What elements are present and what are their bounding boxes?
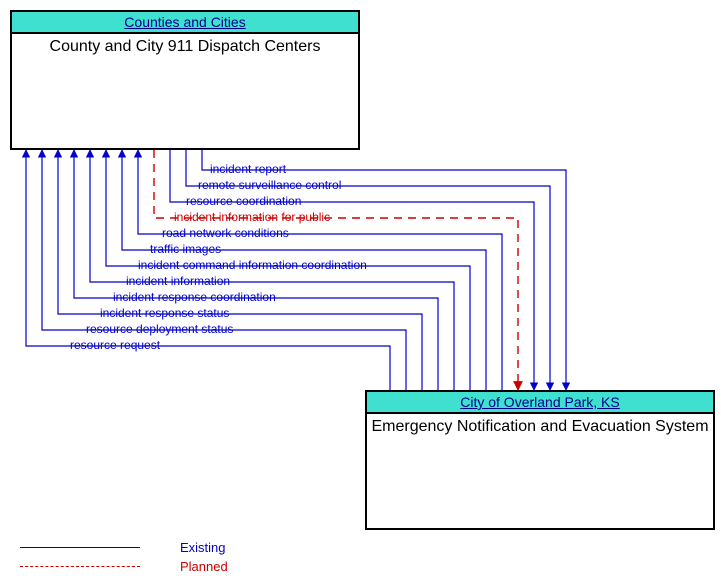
entity-top: Counties and Cities County and City 911 … <box>10 10 360 150</box>
legend-row: Existing <box>20 540 228 555</box>
architecture-diagram: Counties and Cities County and City 911 … <box>0 0 721 583</box>
flow-label: resource deployment status <box>86 322 233 336</box>
flow-label: remote surveillance control <box>198 178 341 192</box>
flow-label: incident information for public <box>174 210 330 224</box>
flow-label: incident response status <box>100 306 229 320</box>
flow-label: resource coordination <box>186 194 301 208</box>
flow-label: incident command information coordinatio… <box>138 258 367 272</box>
flow-label: incident information <box>126 274 230 288</box>
flow-label: road network conditions <box>162 226 289 240</box>
entity-top-body: County and City 911 Dispatch Centers <box>12 34 358 60</box>
legend: Existing Planned <box>20 540 228 578</box>
legend-line <box>20 547 140 548</box>
flow-label: traffic images <box>150 242 221 256</box>
legend-line <box>20 566 140 567</box>
legend-row: Planned <box>20 559 228 574</box>
legend-label: Existing <box>180 540 226 555</box>
flow-label: resource request <box>70 338 160 352</box>
entity-bottom: City of Overland Park, KS Emergency Noti… <box>365 390 715 530</box>
legend-label: Planned <box>180 559 228 574</box>
entity-bottom-header: City of Overland Park, KS <box>367 392 713 414</box>
entity-top-header: Counties and Cities <box>12 12 358 34</box>
flow-label: incident response coordination <box>113 290 276 304</box>
entity-bottom-body: Emergency Notification and Evacuation Sy… <box>367 414 713 440</box>
flow-label: incident report <box>210 162 286 176</box>
